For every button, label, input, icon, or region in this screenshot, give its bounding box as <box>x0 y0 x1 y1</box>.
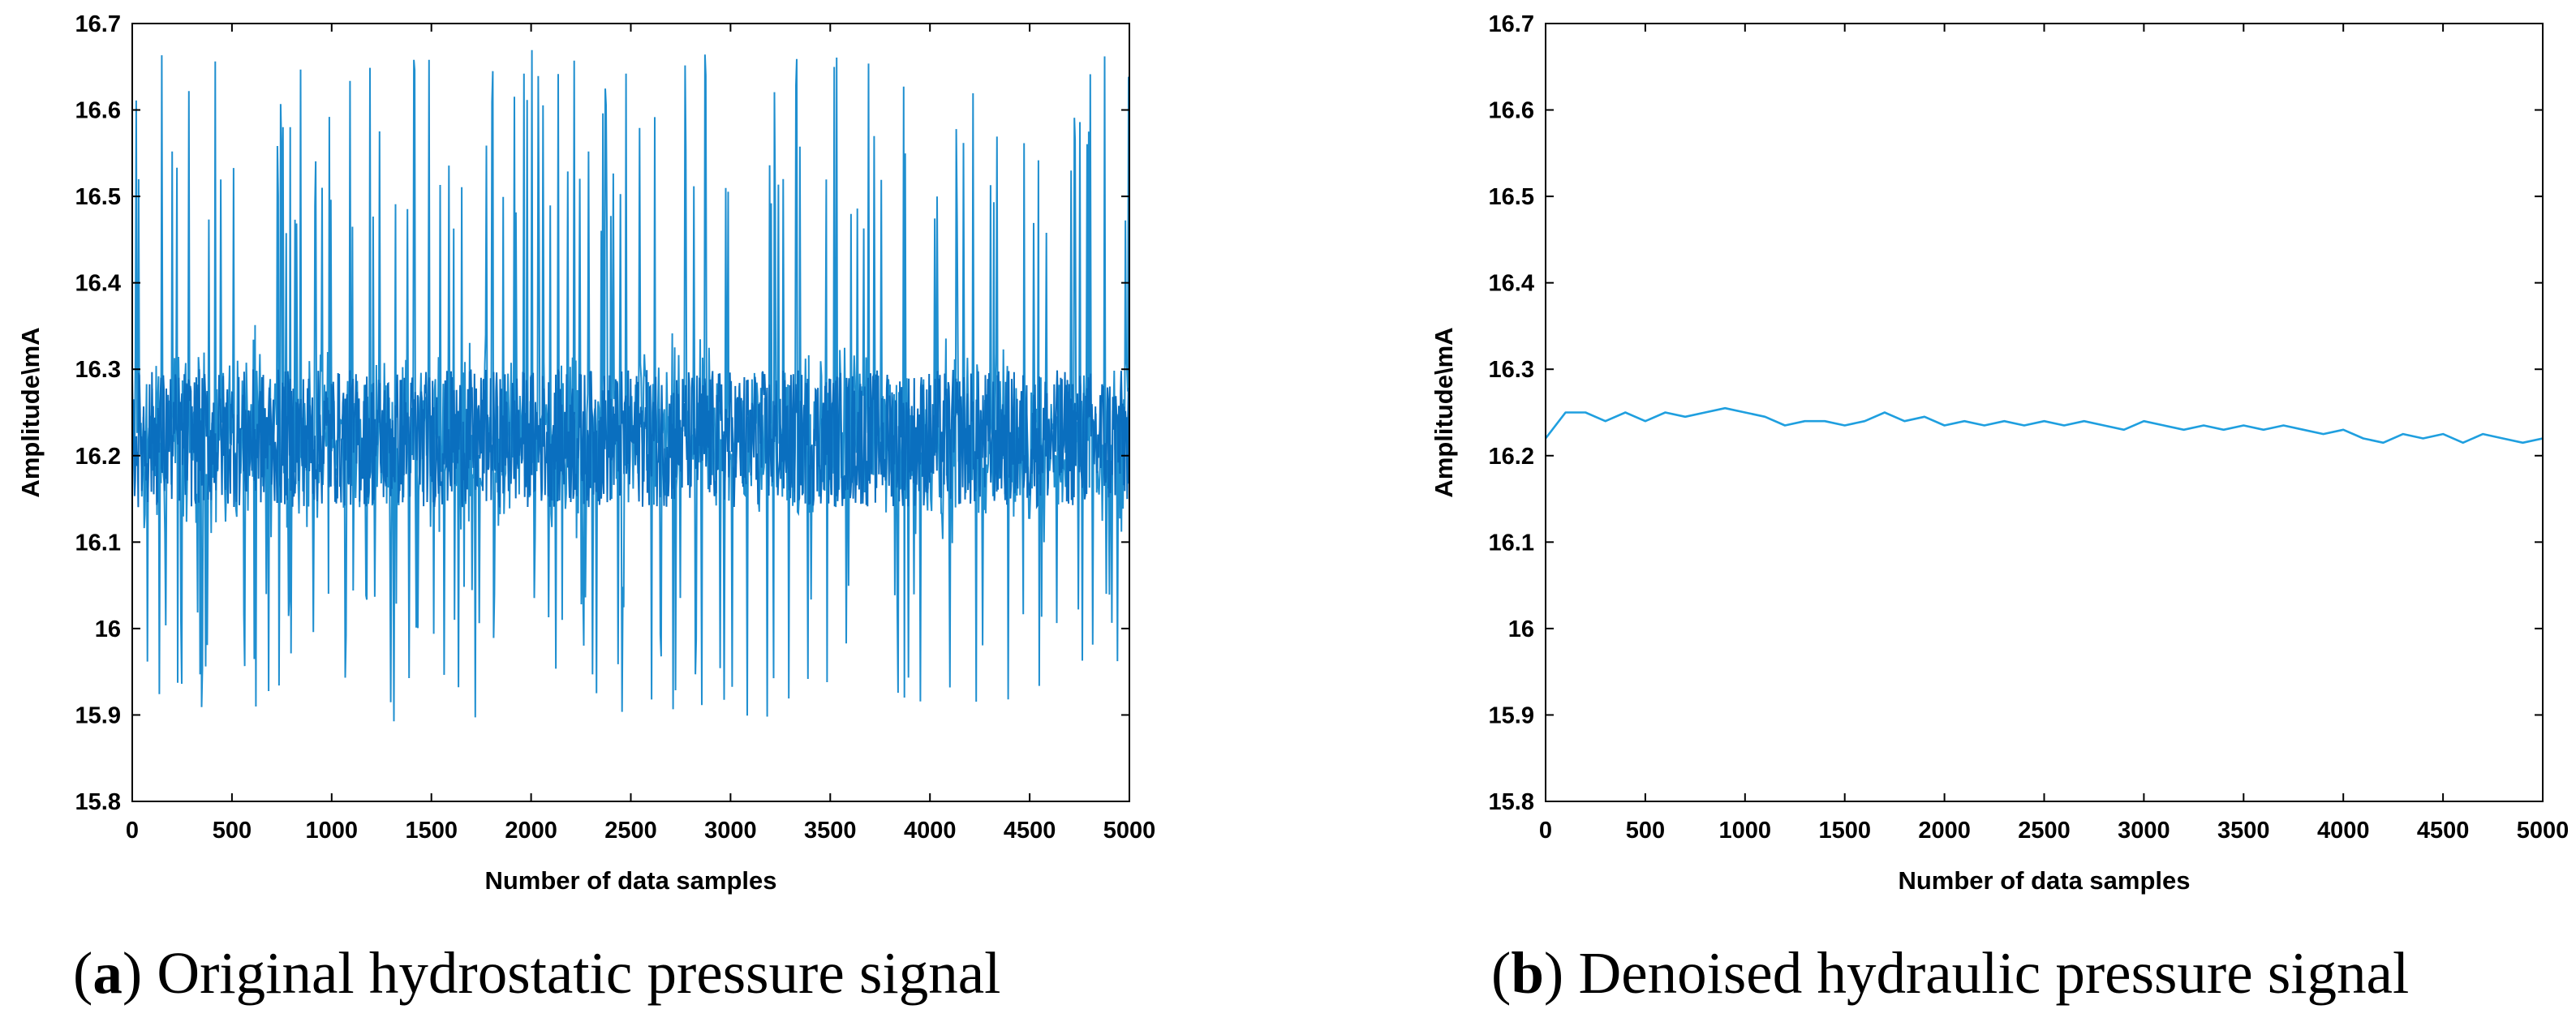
panel-b-x-tick-label: 3500 <box>2217 818 2270 844</box>
panel-b-x-tick-label: 4500 <box>2417 818 2470 844</box>
panel-b-plot: 0 500 1000 1500 2000 2500 3000 3500 4000 4500 5000… <box>1430 11 2569 895</box>
panel-a-x-axis-title: Number of data samples <box>484 866 776 895</box>
panel-b-y-axis-title: Amplitude\mA <box>1430 327 1458 497</box>
panel-a-x-tick-label: 4500 <box>1004 818 1056 844</box>
panel-a-y-tick-label: 16.7 <box>75 11 121 37</box>
panel-a-x-tick-label: 0 <box>126 818 139 844</box>
panel-b-series-line <box>1546 406 2543 444</box>
panel-b-y-tick-label: 15.9 <box>1489 702 1534 728</box>
panel-b-x-tick-label: 0 <box>1539 818 1552 844</box>
panel-b-x-tick-label: 500 <box>1626 818 1665 844</box>
panel-a-y-tick-label: 16.5 <box>75 184 121 210</box>
panel-b-y-tick-label: 15.8 <box>1489 789 1534 815</box>
panel-b-x-tick-label: 2500 <box>2018 818 2071 844</box>
panel-a-y-tick-label: 15.8 <box>75 789 121 815</box>
panel-b-x-tick-label: 3000 <box>2118 818 2170 844</box>
panel-a-plot: 0 500 1000 1500 2000 2500 3000 3500 4000 4500 5000… <box>16 11 1155 895</box>
panel-a-caption: (a) Original hydrostatic pressure signal <box>73 940 1001 1006</box>
panel-b-y-tick-label: 16.6 <box>1489 98 1534 124</box>
panel-a-x-tick-label: 1000 <box>306 818 359 844</box>
panel-a-y-tick-label: 16.4 <box>75 271 121 297</box>
panel-a-x-tick-label: 500 <box>213 818 252 844</box>
panel-b-y-tick-label: 16.2 <box>1489 444 1534 470</box>
panel-a-series-dense-band <box>132 369 1129 509</box>
panel-b-y-tick-label: 16.3 <box>1489 357 1534 383</box>
panel-b-letter: b <box>1511 940 1544 1006</box>
panel-a-letter: a <box>92 940 123 1006</box>
panel-b-x-tick-label: 5000 <box>2517 818 2570 844</box>
panel-a-y-tick-label: 16.2 <box>75 444 121 470</box>
panel-b-x-tick-label: 4000 <box>2317 818 2370 844</box>
panel-a-y-tick-label: 15.9 <box>75 702 121 728</box>
panel-a-x-tick-label: 4000 <box>904 818 957 844</box>
panel-a-y-axis-title: Amplitude\mA <box>16 327 45 497</box>
panel-a-x-tick-label: 5000 <box>1103 818 1156 844</box>
panel-a-x-tick-label: 2500 <box>604 818 657 844</box>
panel-a-x-tick-label: 3500 <box>804 818 857 844</box>
panel-a-y-tick-label: 16 <box>95 616 121 642</box>
panel-b-axes-box <box>1545 23 2544 802</box>
panel-a-y-tick-label: 16.6 <box>75 98 121 124</box>
panel-b-x-tick-label: 2000 <box>1918 818 1971 844</box>
panel-b-x-tick-label: 1000 <box>1719 818 1772 844</box>
panel-b-x-axis-title: Number of data samples <box>1898 866 2190 895</box>
panel-b-y-tick-label: 16.4 <box>1489 271 1534 297</box>
panel-b-y-tick-label: 16 <box>1508 616 1534 642</box>
panel-b-x-tick-label: 1500 <box>1818 818 1871 844</box>
panel-a-x-tick-label: 2000 <box>505 818 557 844</box>
panel-a-x-tick-label: 3000 <box>704 818 757 844</box>
panel-a-x-tick-label: 1500 <box>405 818 458 844</box>
panel-b-y-tick-label: 16.7 <box>1489 11 1534 37</box>
panel-a-y-tick-label: 16.3 <box>75 357 121 383</box>
panel-b-y-tick-label: 16.5 <box>1489 184 1534 210</box>
panel-b-y-tick-label: 16.1 <box>1489 530 1534 556</box>
panel-b-caption: (b) Denoised hydraulic pressure signal <box>1491 940 2410 1006</box>
panel-b-caption-text: Denoised hydraulic pressure signal <box>1578 940 2410 1006</box>
panel-a-caption-text: Original hydrostatic pressure signal <box>157 940 1001 1006</box>
panel-a-y-tick-label: 16.1 <box>75 530 121 556</box>
